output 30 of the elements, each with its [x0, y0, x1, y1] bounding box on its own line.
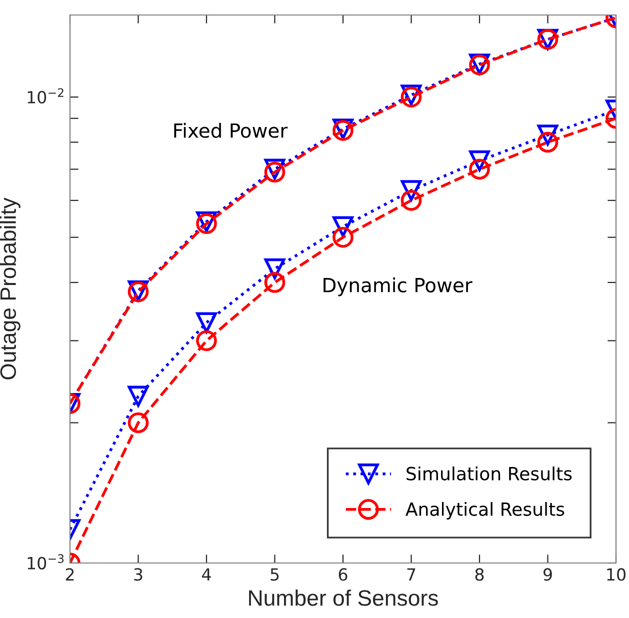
- x-tick-label: 4: [202, 568, 211, 581]
- point: [264, 272, 286, 293]
- legend-label: Simulation Results: [406, 466, 572, 480]
- x-tick-label: 10: [607, 568, 626, 581]
- x-tick-label: 6: [338, 568, 348, 581]
- point: [332, 226, 354, 248]
- point: [332, 216, 354, 238]
- x-tick-label: 8: [475, 568, 484, 581]
- point: [264, 258, 286, 280]
- point: [400, 190, 422, 211]
- x-tick-label: 2: [66, 568, 74, 581]
- point: [469, 158, 490, 180]
- x-tick-label: 9: [543, 568, 552, 581]
- point: [196, 330, 217, 352]
- annotation: Dynamic Power: [324, 277, 472, 296]
- point: [196, 312, 217, 334]
- point: [128, 412, 149, 434]
- point: [400, 180, 422, 201]
- x-tick-label: 3: [134, 568, 142, 581]
- y-axis-title: Outage Probability: [0, 198, 20, 380]
- x-axis-title: Number of Sensors: [249, 590, 438, 606]
- point: [537, 132, 558, 153]
- legend-label: Analytical Results: [406, 502, 564, 520]
- y-tick-label: 10$^{−2}$: [28, 88, 64, 104]
- x-tick-label: 5: [270, 568, 279, 581]
- point: [128, 386, 149, 407]
- y-tick-label: 10$^{−3}$: [28, 554, 64, 570]
- point: [469, 150, 490, 172]
- annotation: Fixed Power: [174, 122, 288, 138]
- x-tick-label: 7: [407, 568, 416, 581]
